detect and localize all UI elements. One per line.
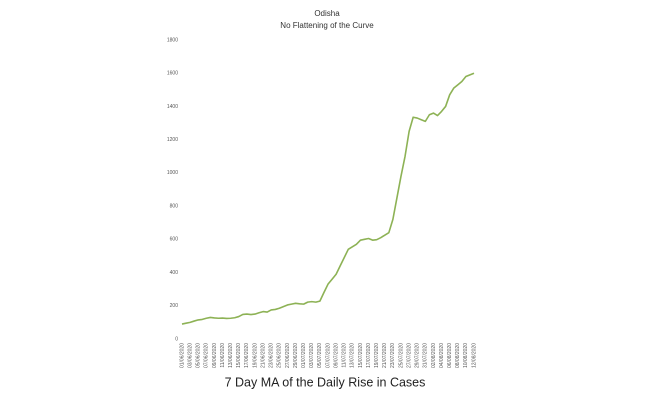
x-tick-label: 10/08/2020 (463, 343, 469, 368)
x-tick-label: 04/08/2020 (439, 343, 445, 368)
y-tick-label: 1200 (167, 137, 178, 143)
x-tick-label: 06/08/2020 (447, 343, 453, 368)
data-line (181, 72, 475, 325)
y-tick-label: 1600 (167, 71, 178, 77)
x-tick-label: 12/08/2020 (471, 343, 477, 368)
x-tick-label: 23/07/2020 (390, 343, 396, 368)
x-tick-label: 13/06/2020 (228, 343, 234, 368)
x-tick-label: 09/07/2020 (333, 343, 339, 368)
x-tick-label: 21/06/2020 (260, 343, 266, 368)
x-tick-label: 15/07/2020 (358, 343, 364, 368)
x-tick-label: 19/06/2020 (252, 343, 258, 368)
y-tick-label: 200 (170, 303, 179, 309)
x-tick-label: 05/06/2020 (196, 343, 202, 368)
y-tick-label: 1000 (167, 170, 178, 176)
x-tick-label: 29/07/2020 (415, 343, 421, 368)
x-tick-label: 01/07/2020 (301, 343, 307, 368)
x-tick-label: 31/07/2020 (423, 343, 429, 368)
x-tick-label: 09/06/2020 (212, 343, 218, 368)
x-tick-label: 17/06/2020 (244, 343, 250, 368)
x-tick-label: 21/07/2020 (382, 343, 388, 368)
y-tick-label: 1800 (167, 37, 178, 43)
y-tick-label: 400 (170, 270, 179, 276)
x-tick-label: 07/07/2020 (325, 343, 331, 368)
x-tick-label: 05/07/2020 (317, 343, 323, 368)
x-tick-label: 07/06/2020 (204, 343, 210, 368)
x-tick-label: 19/07/2020 (374, 343, 380, 368)
x-tick-label: 27/07/2020 (406, 343, 412, 368)
x-tick-label: 03/06/2020 (187, 343, 193, 368)
x-tick-label: 29/06/2020 (293, 343, 299, 368)
x-tick-label: 23/06/2020 (269, 343, 275, 368)
x-tick-label: 13/07/2020 (350, 343, 356, 368)
x-tick-label: 01/06/2020 (179, 343, 185, 368)
chart-title: Odisha (314, 9, 340, 18)
x-tick-label: 11/06/2020 (220, 343, 226, 368)
y-tick-label: 0 (175, 336, 178, 342)
x-tick-label: 03/07/2020 (309, 343, 315, 368)
x-tick-label: 08/08/2020 (455, 343, 461, 368)
y-tick-label: 800 (170, 203, 179, 209)
chart-caption: 7 Day MA of the Daily Rise in Cases (225, 375, 426, 389)
y-tick-label: 600 (170, 237, 179, 243)
x-tick-label: 25/07/2020 (398, 343, 404, 368)
x-tick-label: 25/06/2020 (277, 343, 283, 368)
x-tick-label: 11/07/2020 (342, 343, 348, 368)
x-tick-label: 02/08/2020 (431, 343, 437, 368)
x-tick-label: 27/06/2020 (285, 343, 291, 368)
y-tick-label: 1400 (167, 104, 178, 110)
chart-subtitle: No Flattening of the Curve (280, 21, 374, 30)
x-tick-label: 15/06/2020 (236, 343, 242, 368)
x-tick-label: 17/07/2020 (366, 343, 372, 368)
